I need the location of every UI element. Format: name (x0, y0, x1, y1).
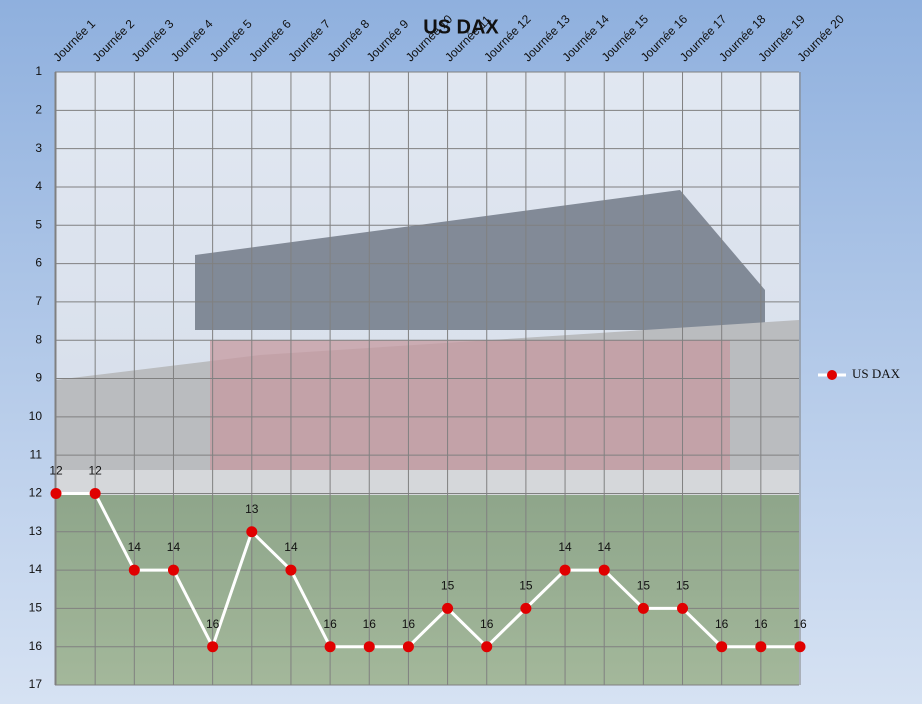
data-label: 16 (793, 617, 807, 631)
data-label: 16 (754, 617, 768, 631)
y-tick-label: 9 (35, 371, 42, 385)
data-point (246, 526, 258, 538)
data-label: 16 (363, 617, 377, 631)
data-point (481, 641, 493, 653)
data-point (716, 641, 728, 653)
y-tick-label: 17 (29, 677, 43, 691)
data-label: 15 (519, 579, 533, 593)
y-tick-label: 14 (29, 562, 43, 576)
data-label: 16 (402, 617, 416, 631)
data-label: 16 (323, 617, 337, 631)
y-tick-label: 1 (35, 64, 42, 78)
data-point (128, 564, 140, 576)
y-tick-label: 11 (30, 447, 43, 461)
legend-label: US DAX (852, 366, 901, 381)
data-label: 14 (128, 540, 142, 554)
data-label: 16 (206, 617, 220, 631)
series-line (56, 491, 800, 651)
y-tick-label: 7 (35, 294, 42, 308)
data-point (285, 564, 297, 576)
data-point (363, 641, 375, 653)
data-point (559, 564, 571, 576)
data-point (598, 564, 610, 576)
data-point (755, 641, 767, 653)
y-tick-label: 6 (35, 256, 42, 270)
chart-title: US DAX (423, 16, 499, 38)
data-label: 15 (441, 579, 455, 593)
legend-marker (827, 370, 837, 380)
y-tick-label: 13 (29, 524, 43, 538)
data-label: 16 (480, 617, 494, 631)
data-label: 16 (715, 617, 729, 631)
y-tick-label: 8 (35, 332, 42, 346)
data-point (89, 487, 101, 499)
y-tick-label: 16 (29, 639, 43, 653)
data-point (207, 641, 219, 653)
data-point (50, 487, 62, 499)
data-label: 13 (245, 502, 259, 516)
y-tick-label: 4 (35, 179, 42, 193)
y-tick-label: 5 (35, 217, 42, 231)
y-tick-label: 3 (35, 141, 42, 155)
data-point (794, 641, 806, 653)
data-label: 14 (598, 540, 612, 554)
data-point (677, 602, 689, 614)
data-point (637, 602, 649, 614)
data-label: 14 (284, 540, 298, 554)
data-point (442, 602, 454, 614)
y-tick-label: 15 (29, 601, 43, 615)
data-label: 14 (558, 540, 572, 554)
data-point (520, 602, 532, 614)
y-tick-label: 10 (29, 409, 43, 423)
data-point (324, 641, 336, 653)
data-point (402, 641, 414, 653)
data-label: 12 (49, 464, 63, 478)
data-label: 15 (637, 579, 651, 593)
y-tick-label: 2 (35, 102, 42, 116)
data-label: 14 (167, 540, 181, 554)
data-label: 12 (88, 464, 102, 478)
data-point (167, 564, 179, 576)
y-tick-label: 12 (29, 486, 43, 500)
data-label: 15 (676, 579, 690, 593)
